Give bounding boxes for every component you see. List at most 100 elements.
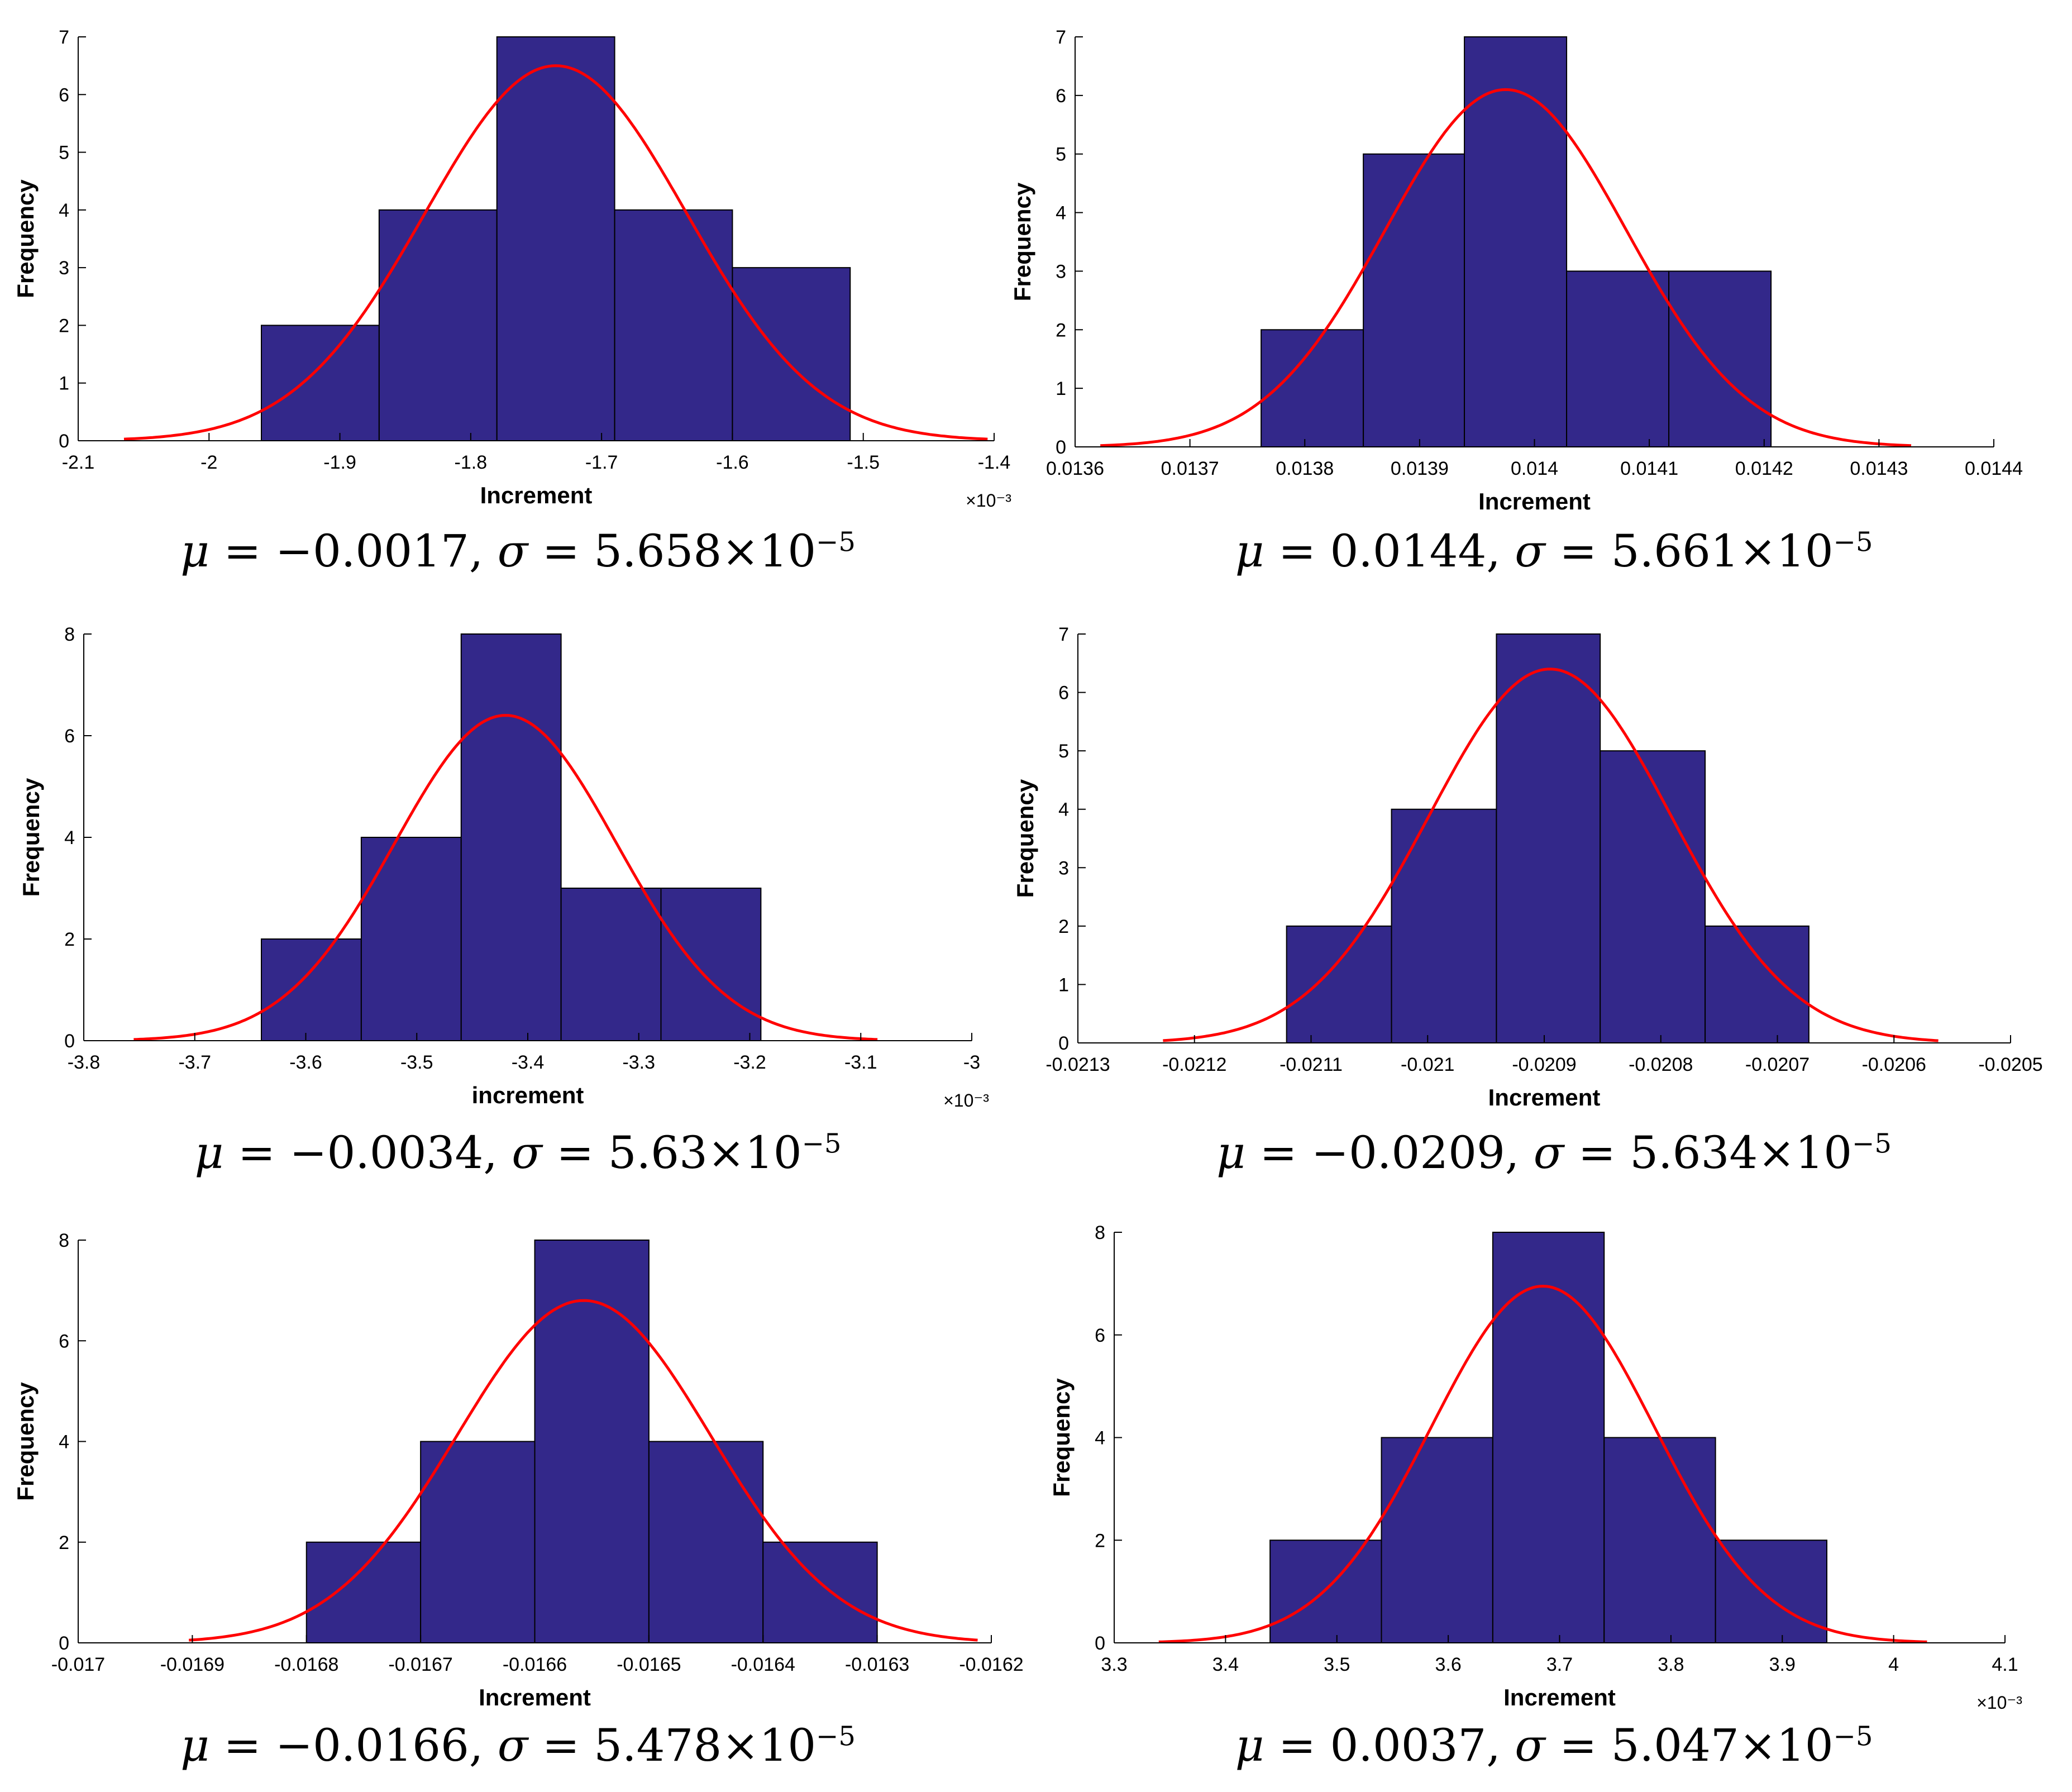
x-axis-label: Increment: [1478, 488, 1591, 514]
sigma-symbol: σ: [512, 1127, 542, 1179]
x-tick-label: -0.021: [1401, 1054, 1454, 1075]
y-tick-label: 2: [1058, 916, 1069, 937]
y-tick-label: 1: [59, 373, 69, 394]
x-tick-label: -2: [200, 452, 217, 473]
x-tick-label: -0.0209: [1512, 1054, 1576, 1075]
y-tick-label: 6: [59, 84, 69, 106]
y-tick-label: 6: [59, 1331, 69, 1352]
x-tick-label: -0.0205: [1978, 1054, 2042, 1075]
x-tick-label: 0.0136: [1046, 458, 1104, 479]
histogram-bar: [1464, 36, 1568, 447]
y-tick-label: 2: [59, 315, 69, 336]
x-tick-label: 0.0137: [1161, 458, 1219, 479]
histogram-panel-3: -3.8 -3.7 -3.6 -3.5 -3.4 -3.3 -3.2 -3.1 -3 0 2 4 6 8 i…: [0, 597, 1036, 1194]
x-tick-label: -3.7: [178, 1052, 211, 1073]
x-tick-label: 0.0143: [1850, 458, 1908, 479]
x-tick-label: -0.0166: [503, 1654, 567, 1675]
y-tick-label: 3: [1058, 857, 1069, 879]
x-tick-label: -2.1: [62, 452, 95, 473]
x-tick-label: -0.0168: [274, 1654, 338, 1675]
mu-value: = −0.0017,: [209, 525, 498, 577]
sigma-value: = 5.63×10: [542, 1127, 802, 1179]
mu-symbol: μ: [194, 1127, 224, 1179]
y-tick-label: 3: [59, 258, 69, 279]
y-axis-label: Frequency: [12, 1382, 39, 1501]
histogram-bar: [1381, 1437, 1493, 1643]
x-tick-label: 0.0141: [1620, 458, 1678, 479]
y-tick-label: 2: [1095, 1530, 1105, 1551]
sigma-exponent: −5: [801, 1128, 842, 1160]
stats-caption-4: μ = −0.0209, σ = 5.634×10−5: [1036, 1127, 2072, 1179]
mu-value: = −0.0166,: [209, 1719, 498, 1771]
x-tick-label: -3.6: [289, 1052, 322, 1073]
x-tick-label: -3.4: [512, 1052, 545, 1073]
histogram-bar: [261, 325, 380, 442]
histogram-bar: [1705, 925, 1810, 1043]
y-tick-label: 4: [64, 827, 75, 849]
x-tick-label: -0.0206: [1862, 1054, 1926, 1075]
histogram-bar: [378, 209, 498, 441]
y-tick-label: 6: [1058, 683, 1069, 704]
histogram-bar: [1286, 925, 1392, 1043]
histogram-bar: [560, 888, 662, 1041]
normal-fit-curve: [1158, 1284, 1927, 1643]
y-tick-label: 8: [1095, 1222, 1105, 1243]
histogram-bar: [460, 633, 562, 1041]
stats-caption-1: μ = −0.0017, σ = 5.658×10−5: [0, 525, 1036, 577]
histogram-bar: [1566, 270, 1670, 447]
sigma-value: = 5.661×10: [1545, 525, 1834, 577]
y-tick-label: 4: [1058, 799, 1069, 821]
histogram-panel-5: -0.017 -0.0169 -0.0168 -0.0167 -0.0166 -0.016…: [0, 1194, 1036, 1792]
sigma-exponent: −5: [1833, 526, 1873, 558]
sigma-symbol: σ: [497, 1719, 528, 1771]
y-tick-label: 6: [1056, 85, 1066, 107]
x-tick-label: 0.0144: [1965, 458, 2023, 479]
mu-symbol: μ: [180, 525, 210, 577]
x-tick-label: -3.1: [844, 1052, 877, 1073]
sigma-value: = 5.478×10: [528, 1719, 817, 1771]
x-axis-label: Increment: [479, 1684, 591, 1710]
y-axis-label: Frequency: [18, 778, 44, 897]
histogram-bar: [360, 837, 462, 1041]
y-tick-label: 7: [59, 27, 69, 48]
histogram-bar: [1363, 153, 1465, 447]
mu-value: = 0.0144,: [1264, 525, 1515, 577]
x-tick-label: -3.8: [68, 1052, 101, 1073]
x-tick-label: 3.6: [1435, 1654, 1461, 1675]
y-tick-label: 0: [64, 1031, 75, 1052]
y-tick-label: 2: [64, 929, 75, 950]
y-tick-label: 0: [59, 1633, 69, 1654]
x-tick-label: -0.0213: [1045, 1054, 1110, 1075]
y-tick-label: 8: [64, 624, 75, 645]
y-tick-label: 6: [1095, 1325, 1105, 1346]
y-tick-label: 0: [1095, 1633, 1105, 1654]
x-tick-label: -0.0164: [731, 1654, 795, 1675]
x-axis-exponent-label: ×10⁻³: [1976, 1693, 2022, 1713]
y-axis-label: Frequency: [1048, 1378, 1075, 1497]
stats-caption-6: μ = 0.0037, σ = 5.047×10−5: [1036, 1719, 2072, 1771]
histogram-bar: [1715, 1540, 1827, 1643]
stats-caption-5: μ = −0.0166, σ = 5.478×10−5: [0, 1719, 1036, 1771]
histogram-bar: [1391, 808, 1497, 1043]
y-tick-label: 0: [59, 431, 69, 452]
histogram-panel-4: -0.0213 -0.0212 -0.0211 -0.021 -0.0209 -0.020…: [1012, 597, 2072, 1194]
y-tick-label: 7: [1058, 624, 1069, 645]
x-tick-label: -0.0208: [1629, 1054, 1693, 1075]
x-tick-label: 3.5: [1324, 1654, 1350, 1675]
mu-symbol: μ: [1235, 525, 1264, 577]
sigma-symbol: σ: [497, 525, 528, 577]
histogram-chart-2: 0.0136 0.0137 0.0138 0.0139 0.014 0.0141 0.014…: [1009, 27, 2023, 514]
x-tick-label: -1.7: [585, 452, 618, 473]
y-tick-label: 6: [64, 726, 75, 747]
x-tick-label: 3.8: [1658, 1654, 1684, 1675]
sigma-exponent: −5: [1852, 1128, 1892, 1160]
histogram-bar: [1269, 1540, 1382, 1643]
y-tick-label: 1: [1056, 378, 1066, 399]
histogram-chart-3: -3.8 -3.7 -3.6 -3.5 -3.4 -3.3 -3.2 -3.1 -3 0 2 4 6 8 i…: [18, 624, 989, 1111]
histogram-chart-1: -2.1 -2 -1.9 -1.8 -1.7 -1.6 -1.5 -1.4 0 1 2 3 4 5 6 7 In…: [12, 27, 1011, 511]
y-tick-label: 5: [1058, 741, 1069, 762]
y-tick-label: 4: [59, 1432, 69, 1453]
normal-fit-curve: [1100, 88, 1912, 447]
y-tick-label: 3: [1056, 261, 1066, 282]
x-tick-label: -1.9: [323, 452, 356, 473]
